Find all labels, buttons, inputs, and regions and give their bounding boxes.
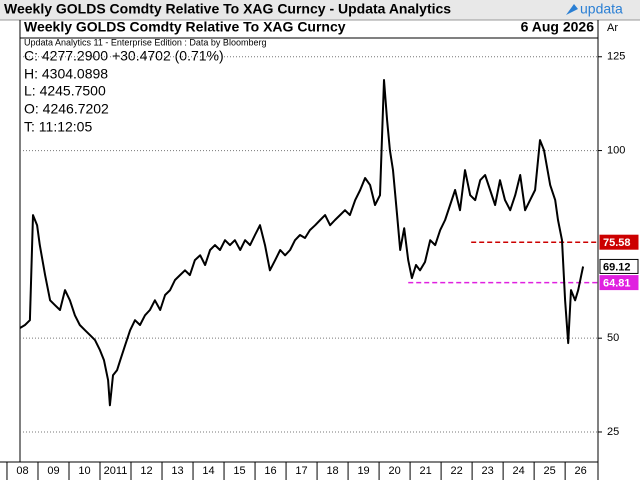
price-tag: 75.58 <box>603 237 631 249</box>
info-time: T: 11:12:05 <box>24 119 92 135</box>
y-tick-label: 100 <box>607 144 625 156</box>
x-tick-label: 15 <box>233 465 245 477</box>
x-tick-label: 09 <box>47 465 59 477</box>
x-tick-label: 24 <box>512 465 524 477</box>
price-line <box>19 79 585 407</box>
x-tick-label: 13 <box>171 465 183 477</box>
x-tick-label: 17 <box>295 465 307 477</box>
info-close: C: 4277.2900 +30.4702 (0.71%) <box>24 48 224 64</box>
price-tag-box <box>599 258 639 274</box>
x-tick-label: 21 <box>419 465 431 477</box>
y-tick-label: 50 <box>607 332 619 344</box>
window-title: Weekly GOLDS Comdty Relative To XAG Curn… <box>4 1 451 17</box>
title-bar <box>0 0 640 20</box>
info-open: O: 4246.7202 <box>24 101 109 117</box>
y-tick-label: 25 <box>607 426 619 438</box>
price-tag: 64.81 <box>603 278 631 290</box>
y-tick-label: 125 <box>607 51 625 63</box>
x-tick-label: 20 <box>388 465 400 477</box>
x-tick-label: 16 <box>264 465 276 477</box>
info-source: Updata Analytics 11 - Enterprise Edition… <box>24 37 266 47</box>
price-tag: 69.12 <box>603 261 631 273</box>
x-tick-label: 23 <box>481 465 493 477</box>
x-tick-label: 08 <box>16 465 28 477</box>
x-tick-label: 26 <box>575 465 587 477</box>
x-tick-label: 10 <box>78 465 90 477</box>
price-tag-box <box>599 234 639 250</box>
x-tick-label: 22 <box>450 465 462 477</box>
x-tick-label: 12 <box>140 465 152 477</box>
chart-date: 6 Aug 2026 <box>521 19 595 35</box>
logo-icon <box>566 4 578 15</box>
x-tick-label: 18 <box>326 465 338 477</box>
chart-title: Weekly GOLDS Comdty Relative To XAG Curn… <box>24 19 346 35</box>
info-high: H: 4304.0898 <box>24 66 108 82</box>
price-tag-box <box>599 275 639 291</box>
x-tick-label: 14 <box>202 465 214 477</box>
x-tick-label: 2011 <box>104 465 128 477</box>
axis-header: Ar <box>607 22 618 34</box>
logo: updata <box>580 1 623 17</box>
x-tick-label: 19 <box>357 465 369 477</box>
x-tick-label: 25 <box>544 465 556 477</box>
info-low: L: 4245.7500 <box>24 83 106 99</box>
